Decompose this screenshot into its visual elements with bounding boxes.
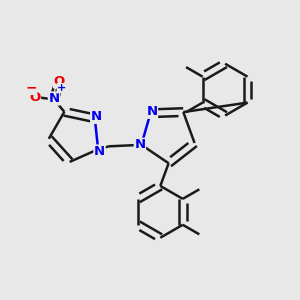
Text: N: N	[94, 145, 105, 158]
Text: N: N	[48, 92, 59, 105]
Text: O: O	[54, 75, 65, 88]
Text: N: N	[146, 105, 158, 118]
Text: −: −	[26, 81, 37, 95]
Text: O: O	[29, 91, 40, 103]
Text: N: N	[134, 138, 146, 151]
Text: N: N	[91, 110, 102, 123]
Text: +: +	[57, 83, 66, 93]
